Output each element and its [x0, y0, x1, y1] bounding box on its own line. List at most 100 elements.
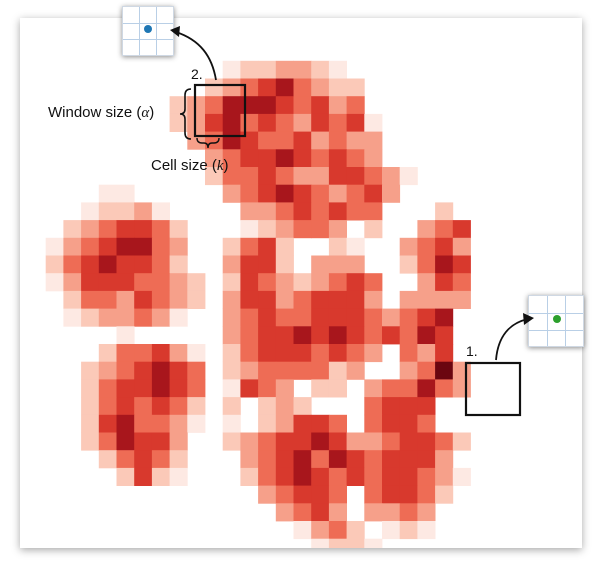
- heatmap-cell: [399, 237, 418, 256]
- heatmap-cell: [275, 344, 294, 363]
- heatmap-cell: [399, 326, 418, 345]
- heatmap-cell: [222, 290, 241, 309]
- heatmap-cell: [240, 60, 259, 79]
- heatmap-cell: [275, 397, 294, 416]
- heatmap-cell: [81, 308, 100, 327]
- heatmap-cell: [134, 273, 153, 292]
- heatmap-cell: [258, 290, 277, 309]
- heatmap-cell: [435, 361, 454, 380]
- heatmap-cell: [417, 326, 436, 345]
- heatmap-cell: [311, 450, 330, 469]
- heatmap-cell: [169, 96, 188, 115]
- heatmap-cell: [311, 467, 330, 486]
- heatmap-cell: [293, 397, 312, 416]
- heatmap-cell: [346, 538, 365, 548]
- heatmap-cell: [328, 131, 347, 150]
- heatmap-cell: [258, 131, 277, 150]
- heatmap-cell: [417, 273, 436, 292]
- heatmap-cell: [399, 397, 418, 416]
- heatmap-cell: [187, 113, 206, 132]
- heatmap-cell: [346, 467, 365, 486]
- heatmap-cell: [275, 432, 294, 451]
- heatmap-cell: [81, 273, 100, 292]
- heatmap-cell: [364, 167, 383, 186]
- heatmap-cell: [187, 361, 206, 380]
- heatmap-cell: [258, 113, 277, 132]
- heatmap-cell: [293, 149, 312, 168]
- heatmap-cell: [98, 450, 117, 469]
- window-size-text: Window size (: [48, 104, 142, 121]
- heatmap-cell: [346, 273, 365, 292]
- heatmap-cell: [116, 202, 135, 221]
- heatmap-cell: [382, 167, 401, 186]
- window-size-close: ): [149, 104, 155, 121]
- heatmap-cell: [417, 255, 436, 274]
- heatmap-cell: [116, 379, 135, 398]
- heatmap-cell: [240, 361, 259, 380]
- heatmap-cell: [293, 290, 312, 309]
- heatmap-cell: [399, 503, 418, 522]
- heatmap-cell: [222, 308, 241, 327]
- heatmap-cell: [134, 308, 153, 327]
- heatmap-cell: [169, 237, 188, 256]
- heatmap-cell: [151, 308, 170, 327]
- heatmap-cell: [151, 344, 170, 363]
- heatmap-cell: [435, 273, 454, 292]
- heatmap-cell: [328, 432, 347, 451]
- heatmap-cell: [187, 273, 206, 292]
- heatmap-cell: [346, 184, 365, 203]
- cell-size-label: Cell size (k): [151, 157, 229, 175]
- inset-dot-green-icon: [553, 315, 561, 323]
- heatmap-cell: [417, 467, 436, 486]
- heatmap-cell: [205, 96, 224, 115]
- heatmap-cell: [328, 184, 347, 203]
- heatmap-cell: [222, 255, 241, 274]
- heatmap-cell: [258, 184, 277, 203]
- heatmap-cell: [98, 273, 117, 292]
- heatmap-cell: [382, 397, 401, 416]
- cell-size-symbol: k: [216, 158, 224, 174]
- heatmap-cell: [151, 397, 170, 416]
- heatmap-figure: 2. 1. Window size (α) Cell size (k): [20, 6, 584, 548]
- heatmap-cell: [222, 131, 241, 150]
- heatmap-cell: [293, 432, 312, 451]
- heatmap-cell: [399, 379, 418, 398]
- heatmap-cell: [399, 414, 418, 433]
- heatmap-cell: [187, 414, 206, 433]
- heatmap-cell: [346, 290, 365, 309]
- heatmap-cell: [258, 167, 277, 186]
- heatmap-cell: [328, 237, 347, 256]
- heatmap-cell: [222, 397, 241, 416]
- heatmap-cell: [328, 361, 347, 380]
- heatmap-cell: [311, 414, 330, 433]
- heatmap-cell: [134, 290, 153, 309]
- heatmap-cell: [222, 60, 241, 79]
- heatmap-cell: [311, 255, 330, 274]
- heatmap-cell: [293, 326, 312, 345]
- inset-window-step-2: [122, 6, 174, 56]
- heatmap-cell: [382, 308, 401, 327]
- heatmap-cell: [258, 78, 277, 97]
- heatmap-cell: [346, 96, 365, 115]
- inset-window-step-1: [528, 295, 584, 347]
- heatmap-cell: [205, 113, 224, 132]
- heatmap-cell: [364, 432, 383, 451]
- heatmap-cell: [328, 220, 347, 239]
- heatmap-cell: [364, 273, 383, 292]
- heatmap-cell: [222, 379, 241, 398]
- heatmap-cell: [311, 273, 330, 292]
- heatmap-cell: [81, 202, 100, 221]
- heatmap-cell: [311, 485, 330, 504]
- heatmap-cell: [258, 450, 277, 469]
- heatmap-cell: [346, 113, 365, 132]
- heatmap-cell: [293, 60, 312, 79]
- heatmap-cell: [258, 432, 277, 451]
- heatmap-cell: [311, 432, 330, 451]
- heatmap-cell: [293, 78, 312, 97]
- heatmap-cell: [151, 202, 170, 221]
- heatmap-cell: [328, 149, 347, 168]
- heatmap-cell: [240, 96, 259, 115]
- heatmap-cell: [346, 78, 365, 97]
- heatmap-cell: [45, 273, 64, 292]
- heatmap-cell: [364, 485, 383, 504]
